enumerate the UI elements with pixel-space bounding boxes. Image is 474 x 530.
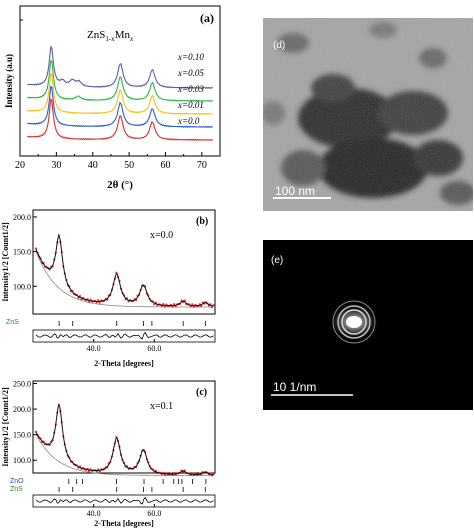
x-tick-label: 60.0 — [147, 344, 161, 353]
calculated-curve — [35, 234, 214, 307]
phase-label-zns: ZnS — [6, 319, 19, 326]
y-axis-label-c: Intensity1/2 [Count1/2] — [1, 387, 10, 467]
x-axis-label-c: 2-Theta [degrees] — [94, 519, 154, 528]
observed-point — [191, 303, 194, 306]
x-tick-label: 60.0 — [147, 509, 161, 518]
x-tick-label: 40.0 — [87, 344, 101, 353]
legend-label: x=0.05 — [177, 68, 204, 78]
y-tick-label: 100.0 — [13, 456, 31, 465]
x-tick-label: 20 — [15, 160, 25, 171]
reflection-markers-b — [58, 321, 206, 326]
panel-b: 100.0 150.0 200.0 (b) x=0.0 Intensity1/2 [… — [0, 200, 240, 370]
phase-label-zns: ZnS — [10, 486, 23, 493]
panel-label-b: (b) — [196, 216, 208, 227]
observed-point — [163, 305, 166, 308]
diffraction-ring — [337, 305, 371, 339]
composition-label-b: x=0.0 — [150, 230, 173, 241]
y-tick-label: 250.0 — [13, 380, 31, 389]
x-ticks-c: 40.0 60.0 — [87, 504, 161, 518]
observed-point — [98, 301, 101, 304]
diffraction-ring — [332, 300, 376, 344]
xrd-trace-x=0.01 — [27, 85, 214, 129]
x-tick-label: 40 — [88, 160, 98, 171]
xrd-trace-x=0.03 — [26, 73, 213, 116]
x-tick-label: 60 — [160, 160, 170, 171]
x-ticks-b: 40.0 60.0 — [87, 339, 161, 353]
observed-point — [115, 271, 118, 274]
rietveld-chart-b: 100.0 150.0 200.0 (b) x=0.0 Intensity1/2 [… — [1, 209, 216, 368]
reflection-markers-c — [58, 479, 207, 492]
difference-line — [35, 331, 214, 340]
observed-point — [173, 303, 176, 306]
y-axis-label-a: Intensity (a.u) — [4, 54, 14, 108]
observed-point — [162, 303, 165, 306]
panel-e-diffraction: (e) 10 1/nm — [263, 240, 473, 410]
y-tick-label: 100.0 — [13, 282, 31, 291]
legend-label: x=0.01 — [177, 100, 204, 110]
xrd-traces — [26, 45, 214, 142]
observed-point — [88, 300, 91, 303]
observed-point — [192, 305, 195, 308]
composition-label-c: x=0.1 — [150, 401, 173, 412]
difference-frame-c — [32, 494, 216, 508]
observed-point — [34, 247, 38, 250]
plot-frame-a — [19, 5, 221, 157]
y-tick-label: 200.0 — [13, 213, 31, 222]
saed-pattern: (e) 10 1/nm — [263, 240, 473, 410]
plot-frame-b — [32, 209, 216, 315]
phase-label-zno: ZnO — [10, 478, 24, 485]
panel-d-tem-image: (d) 100 nm — [263, 18, 473, 211]
rietveld-fit-b — [34, 234, 215, 309]
x-axis-label-a: 2θ (°) — [107, 179, 133, 191]
legend-label: x=0.10 — [177, 52, 204, 62]
scale-bar-label-e: 10 1/nm — [273, 380, 316, 394]
y-ticks-b: 100.0 150.0 200.0 — [13, 213, 37, 291]
legend-label: x=0.03 — [177, 84, 204, 94]
panel-a: 20 30 40 50 60 70 (a) ZnS1-xMnx x=0.10 x=0.05… — [0, 0, 240, 195]
rietveld-chart-c: 100.0 150.0 200.0 250.0 (c) x=0.1 Intensity… — [1, 380, 216, 528]
x-tick-label: 70 — [197, 160, 207, 171]
diffraction-ring — [341, 309, 367, 335]
xrd-trace-x=0.10 — [27, 45, 214, 90]
panel-label-c: (c) — [196, 387, 207, 398]
calculated-curve — [35, 404, 214, 476]
plot-frame-c — [32, 380, 216, 474]
panel-label-d: (d) — [273, 40, 285, 51]
y-axis-label-b: Intensity1/2 [Count1/2] — [1, 222, 10, 302]
xrd-trace-x=0.05 — [26, 59, 214, 102]
difference-line — [35, 496, 214, 505]
panel-c: 100.0 150.0 200.0 250.0 (c) x=0.1 Intensity… — [0, 375, 240, 530]
xrd-trace-x=0.0 — [27, 97, 214, 142]
difference-curve-c — [35, 496, 214, 505]
legend-label: x=0.0 — [177, 116, 200, 126]
y-tick-label: 150.0 — [13, 431, 31, 440]
x-tick-label: 30 — [51, 160, 61, 171]
x-axis-label-b: 2-Theta [degrees] — [94, 359, 154, 368]
difference-curve-b — [35, 331, 214, 340]
y-ticks-c: 100.0 150.0 200.0 250.0 — [13, 380, 37, 465]
x-tick-label: 50 — [124, 160, 134, 171]
rietveld-fit-c — [34, 403, 215, 477]
observed-point — [97, 299, 100, 302]
x-tick-label: 40.0 — [87, 509, 101, 518]
panel-label-a: (a) — [200, 11, 214, 25]
difference-frame-b — [32, 329, 216, 343]
tem-micrograph: (d) 100 nm — [263, 18, 473, 211]
scale-bar-label-d: 100 nm — [275, 184, 315, 198]
panel-label-e: (e) — [271, 255, 283, 266]
y-tick-label: 200.0 — [13, 405, 31, 414]
x-ticks-a: 20 30 40 50 60 70 — [15, 19, 221, 171]
background-curve — [35, 434, 214, 476]
observed-point — [171, 305, 174, 308]
compound-formula: ZnS1-xMnx — [87, 29, 134, 43]
background-curve — [35, 250, 214, 308]
y-tick-label: 150.0 — [13, 248, 31, 257]
xrd-chart-a: 20 30 40 50 60 70 (a) ZnS1-xMnx x=0.10 x=0.05… — [4, 5, 221, 191]
central-beam-spot — [346, 316, 362, 328]
